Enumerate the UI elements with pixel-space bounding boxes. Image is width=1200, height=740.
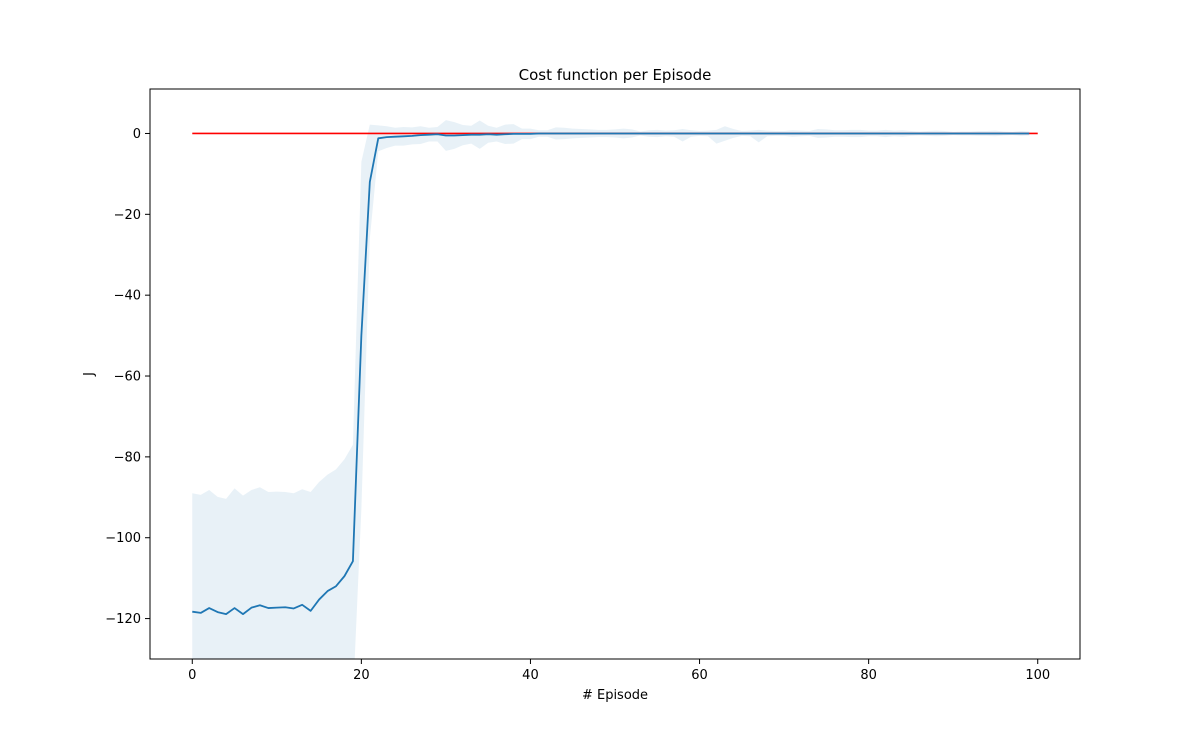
- y-axis: 0 −20 −40 −60 −80 −100 −120: [105, 127, 150, 627]
- y-tick-label: −20: [114, 208, 141, 223]
- plot-frame: [149, 88, 1081, 660]
- x-tick-label: 100: [1025, 668, 1050, 683]
- y-tick-label: −120: [105, 612, 141, 627]
- x-axis-title: # Episode: [582, 688, 648, 703]
- y-tick-label: −40: [114, 289, 141, 304]
- y-tick-label: −80: [114, 450, 141, 465]
- y-tick-label: −100: [105, 531, 141, 546]
- chart-title: Cost function per Episode: [519, 66, 712, 84]
- y-axis-title: J: [82, 372, 97, 377]
- mean-cost-line: [192, 132, 1030, 616]
- x-tick-label: 60: [691, 668, 708, 683]
- plot-content: [192, 120, 1038, 659]
- x-axis: 0 20 40 60 80 100: [188, 659, 1050, 683]
- confidence-band: [192, 120, 1030, 659]
- x-tick-label: 40: [522, 668, 539, 683]
- x-tick-label: 0: [188, 668, 196, 683]
- x-tick-label: 20: [353, 668, 370, 683]
- y-tick-label: −60: [114, 370, 141, 385]
- y-tick-label: 0: [133, 127, 141, 142]
- x-tick-label: 80: [860, 668, 877, 683]
